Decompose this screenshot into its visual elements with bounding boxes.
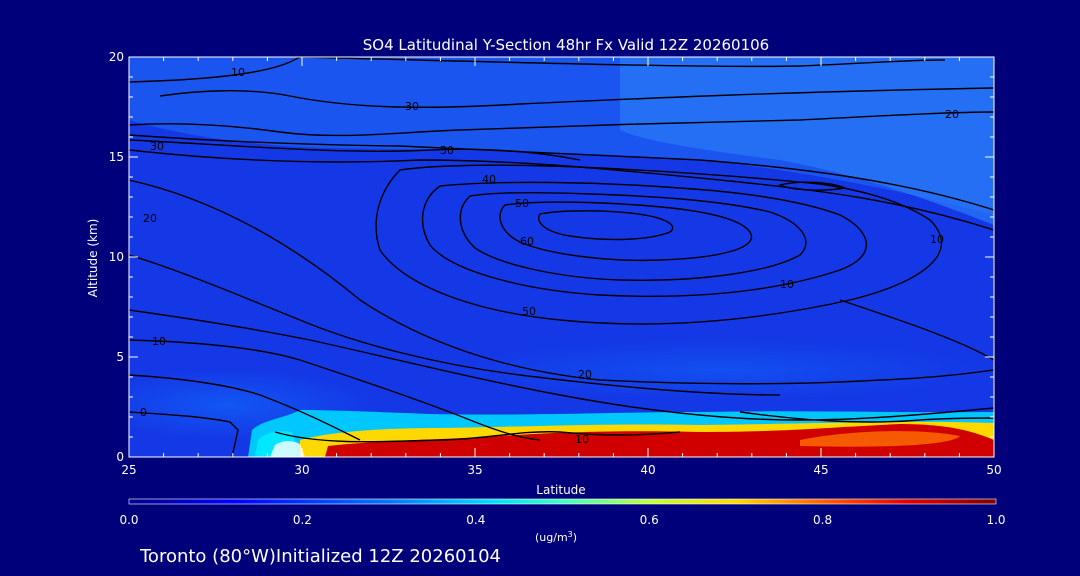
contour-label: 10	[575, 433, 589, 446]
contour-label: 30	[150, 140, 164, 153]
contour-label: 10	[780, 278, 794, 291]
colorbar-unit-prefix: (ug/m	[535, 531, 568, 544]
x-tick-label: 40	[640, 463, 655, 477]
contour-line	[739, 411, 994, 423]
colorbar-unit: (ug/m3)	[535, 530, 577, 545]
y-tick-label: 15	[109, 150, 124, 164]
x-tick-label: 35	[467, 463, 482, 477]
y-tick-label: 0	[116, 450, 124, 464]
contour-label: 40	[482, 173, 496, 186]
y-axis-label: Altitude (km)	[86, 219, 100, 298]
contour-label: 30	[405, 100, 419, 113]
colorbar-tick-label: 0.2	[293, 513, 312, 527]
boundary-layer-core	[325, 424, 994, 457]
left-plume-core	[270, 441, 305, 457]
contour-label: 30	[440, 144, 454, 157]
x-tick-label: 25	[121, 463, 136, 477]
colorbar-unit-sup: 3	[568, 530, 573, 539]
contour-label: 20	[578, 368, 592, 381]
colorbar	[129, 499, 996, 504]
contour-label: 20	[143, 212, 157, 225]
contour-line	[459, 192, 807, 281]
contour-label: 50	[515, 197, 529, 210]
plot-area: 10 30 30 30 20 40 20 50 10 60 10 50 20 1…	[129, 57, 994, 457]
colorbar-tick-label: 0.4	[466, 513, 485, 527]
colorbar-tick-label: 0.8	[813, 513, 832, 527]
colorbar-tick-label: 0.0	[119, 513, 138, 527]
x-axis: 25 30 35 40 45 50	[121, 57, 1002, 477]
x-axis-label: Latitude	[536, 483, 585, 497]
contour-line	[129, 111, 994, 137]
contour-label: 10	[930, 233, 944, 246]
contour-line	[129, 374, 361, 441]
contour-label: 50	[522, 305, 536, 318]
contour-line	[129, 149, 994, 231]
contour-line	[274, 431, 681, 443]
contour-line	[129, 139, 581, 161]
footer-caption: Toronto (80°W)Initialized 12Z 20260104	[139, 546, 501, 567]
contour-line	[129, 57, 301, 83]
contour-line	[129, 339, 541, 441]
contour-label: 0	[140, 406, 147, 419]
contour-line	[129, 134, 994, 211]
contour-line	[538, 210, 674, 241]
contour-label: 10	[231, 66, 245, 79]
contour-label: 60	[520, 235, 534, 248]
colorbar-tick-label: 1.0	[986, 513, 1005, 527]
contour-line	[777, 181, 848, 191]
contour-line	[129, 309, 994, 421]
contour-line	[129, 254, 781, 396]
mid-shade	[460, 340, 980, 400]
contour-labels: 10 30 30 30 20 40 20 50 10 60 10 50 20 1…	[140, 66, 959, 446]
contour-label: 10	[152, 335, 166, 348]
y-tick-label: 10	[109, 250, 124, 264]
x-tick-label: 50	[986, 463, 1001, 477]
chart-title: SO4 Latitudinal Y-Section 48hr Fx Valid …	[363, 36, 769, 54]
colorbar-frame	[128, 498, 997, 505]
colorbar-unit-suffix: )	[573, 531, 577, 544]
contour-label: 20	[945, 108, 959, 121]
contour-lines	[129, 57, 994, 457]
colorbar-ticks: 0.0 0.2 0.4 0.6 0.8 1.0	[119, 513, 1005, 527]
contour-line	[299, 57, 946, 68]
y-tick-label: 20	[109, 50, 124, 64]
y-axis: 0 5 10 15 20	[109, 50, 994, 464]
colorbar-tick-label: 0.6	[640, 513, 659, 527]
contour-line	[375, 164, 943, 325]
contour-line	[129, 411, 239, 457]
contour-line	[839, 299, 994, 361]
boundary-layer-hot	[800, 431, 960, 447]
contour-line	[421, 181, 868, 297]
upper-right-shade	[620, 57, 994, 225]
y-tick-label: 5	[116, 350, 124, 364]
x-tick-label: 30	[294, 463, 309, 477]
contour-line	[129, 179, 994, 385]
contour-line	[159, 87, 994, 108]
contour-line	[499, 201, 753, 262]
x-tick-label: 45	[813, 463, 828, 477]
